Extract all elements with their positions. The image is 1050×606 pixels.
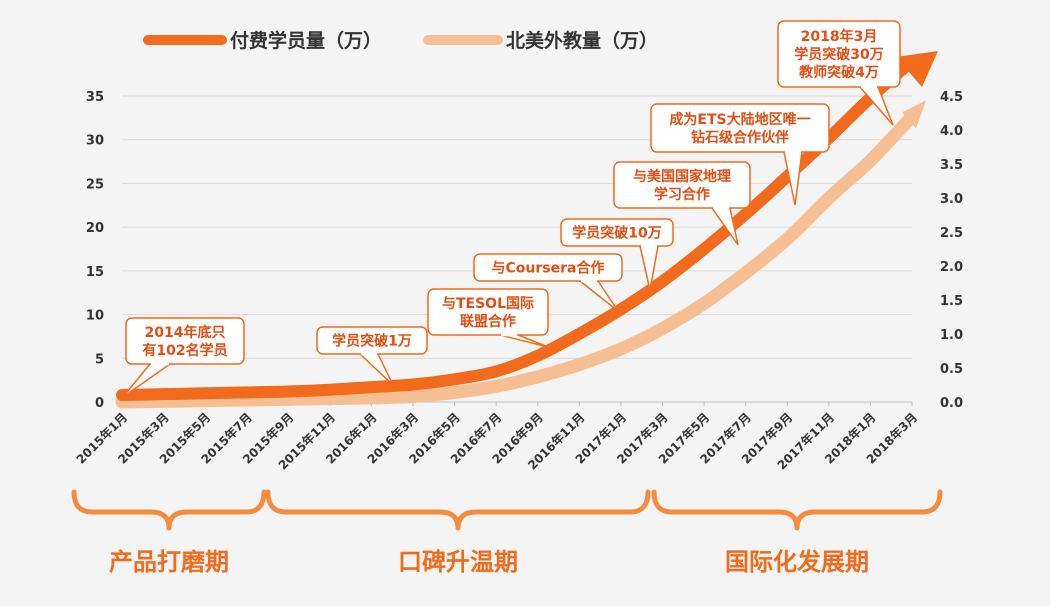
callout-tail [122, 363, 171, 398]
annotation-text: 成为ETS大陆地区唯一 [669, 111, 810, 128]
left-tick-label: 15 [86, 265, 104, 280]
annotation-text: 联盟合作 [460, 313, 516, 330]
annotation-text: 与美国国家地理 [633, 168, 731, 185]
arrowhead-teachers [902, 100, 926, 129]
right-tick-label: 3.5 [940, 158, 963, 173]
right-tick-label: 1.5 [940, 294, 963, 309]
phases: 产品打磨期 口碑升温期 国际化发展期 [71, 489, 943, 576]
right-tick-label: 0.0 [940, 396, 963, 411]
annotation-callout: 与Coursera合作 [473, 253, 623, 312]
callout-box [427, 288, 549, 336]
annotations: 2014年底只有102名学员学员突破1万与TESOL国际联盟合作与Courser… [122, 20, 901, 398]
series-lines [115, 51, 938, 409]
right-tick-label: 1.0 [940, 328, 963, 343]
right-tick-label: 4.5 [940, 90, 963, 105]
left-axis: 0 5 10 15 20 25 30 35 [86, 90, 104, 411]
callout-tail [499, 334, 549, 348]
annotation-callout: 学员突破10万 [560, 218, 674, 291]
right-axis: 0.0 0.5 1.0 1.5 2.0 2.5 3.0 3.5 4.0 4.5 [940, 90, 963, 411]
series-line-teachers [115, 109, 919, 409]
left-tick-label: 30 [86, 134, 104, 149]
callout-box [125, 317, 245, 365]
annotation-text: 教师突破4万 [799, 64, 879, 81]
phase-brace [265, 489, 651, 531]
annotation-callout: 学员突破1万 [316, 326, 428, 386]
right-tick-label: 2.5 [940, 226, 963, 241]
callout-box [650, 103, 830, 153]
annotation-text: 学习合作 [654, 186, 710, 203]
right-tick-label: 3.0 [940, 192, 963, 207]
legend-label-teachers: 北美外教量（万） [506, 29, 658, 52]
left-tick-label: 5 [95, 352, 104, 367]
phase-label: 口碑升温期 [398, 548, 518, 576]
arrowhead-paid [896, 51, 938, 88]
left-tick-label: 35 [86, 90, 104, 105]
x-axis: 2015年1月2015年3月2015年5月2015年7月2015年9月2015年… [73, 402, 920, 473]
legend: 付费学员量（万） 北美外教量（万） [143, 29, 658, 52]
callout-box [560, 218, 674, 247]
callout-tail [783, 151, 803, 206]
series-line-paid [116, 55, 918, 402]
callout-box [473, 253, 623, 282]
right-tick-label: 4.0 [940, 124, 963, 139]
annotation-text: 钻石级合作伙伴 [691, 129, 789, 146]
right-tick-label: 2.0 [940, 260, 963, 275]
phase-brace [71, 489, 267, 531]
annotation-text: 学员突破30万 [794, 46, 883, 63]
annotation-text: 2014年底只 [145, 324, 226, 341]
annotation-text: 与Coursera合作 [492, 260, 605, 277]
left-tick-label: 10 [86, 309, 104, 324]
annotation-text: 有102名学员 [142, 342, 227, 359]
callout-box [777, 20, 901, 88]
right-tick-label: 0.5 [940, 362, 963, 377]
annotation-text: 2018年3月 [801, 28, 878, 45]
phase-label: 产品打磨期 [109, 548, 229, 576]
phase-brace [651, 489, 943, 531]
callout-tail [359, 353, 394, 386]
callout-tail [579, 280, 619, 312]
left-tick-label: 25 [86, 177, 104, 192]
annotation-text: 学员突破1万 [332, 333, 412, 350]
callout-tail [639, 245, 659, 291]
left-tick-label: 0 [95, 396, 104, 411]
legend-label-paid: 付费学员量（万） [230, 29, 382, 52]
left-tick-label: 20 [86, 221, 104, 236]
callout-tail [711, 207, 739, 246]
annotation-text: 与TESOL国际 [442, 296, 534, 312]
phase-label: 国际化发展期 [725, 548, 869, 576]
callout-tail [859, 86, 894, 126]
annotation-text: 学员突破10万 [572, 225, 661, 242]
callout-box [613, 161, 751, 209]
